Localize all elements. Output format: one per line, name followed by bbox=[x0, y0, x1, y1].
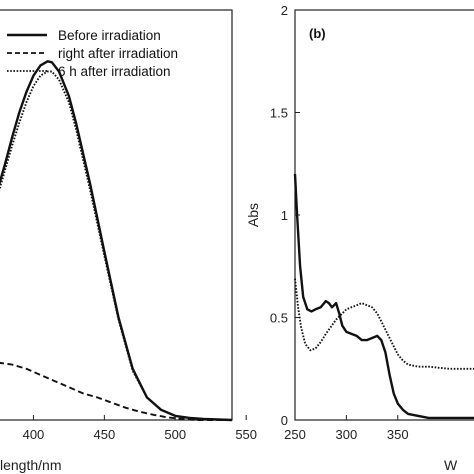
x-tick-label: 250 bbox=[284, 427, 306, 442]
x-tick-label: 450 bbox=[94, 427, 116, 442]
right-panel: (b) Abs 250 300 350 0 0.5 1 1.5 2 W bbox=[245, 3, 474, 473]
legend: Before irradiation right after irradiati… bbox=[7, 28, 178, 79]
right-series-group bbox=[293, 173, 474, 420]
right-x-axis-title: W bbox=[444, 457, 458, 473]
left-panel: 400 450 500 550 length/nm Before irradiatio… bbox=[0, 9, 257, 473]
x-tick-label: 300 bbox=[336, 427, 358, 442]
legend-label: right after irradiation bbox=[58, 46, 178, 61]
y-tick-label: 2 bbox=[281, 3, 288, 18]
y-tick-label: 0.5 bbox=[270, 311, 288, 326]
legend-entry-right-after: right after irradiation bbox=[7, 46, 178, 61]
left-x-axis-title: length/nm bbox=[0, 457, 61, 473]
y-tick-label: 0 bbox=[281, 413, 288, 428]
series-line-dashed bbox=[0, 361, 232, 421]
legend-label: 6 h after irradiation bbox=[58, 64, 171, 79]
series-line-dotted bbox=[294, 278, 474, 370]
y-tick-label: 1.5 bbox=[270, 106, 288, 121]
panel-tag-b: (b) bbox=[309, 26, 326, 41]
right-axis-ticks: 250 300 350 0 0.5 1 1.5 2 bbox=[270, 3, 409, 442]
y-tick-label: 1 bbox=[281, 208, 288, 223]
legend-entry-before: Before irradiation bbox=[7, 28, 161, 43]
right-plot-frame bbox=[294, 9, 474, 421]
x-tick-label: 500 bbox=[164, 427, 186, 442]
x-tick-label: 350 bbox=[387, 427, 409, 442]
legend-label: Before irradiation bbox=[58, 28, 161, 43]
legend-entry-6h: 6 h after irradiation bbox=[7, 64, 171, 79]
left-series-group bbox=[0, 60, 233, 422]
left-plot-frame bbox=[0, 9, 233, 421]
series-line-solid bbox=[0, 60, 233, 422]
series-line-dotted bbox=[0, 70, 233, 421]
series-line-solid bbox=[293, 173, 474, 420]
left-x-axis-ticks: 400 450 500 550 bbox=[23, 415, 257, 442]
x-tick-label: 400 bbox=[23, 427, 45, 442]
right-y-axis-title: Abs bbox=[245, 203, 261, 227]
x-tick-label: 550 bbox=[235, 427, 257, 442]
